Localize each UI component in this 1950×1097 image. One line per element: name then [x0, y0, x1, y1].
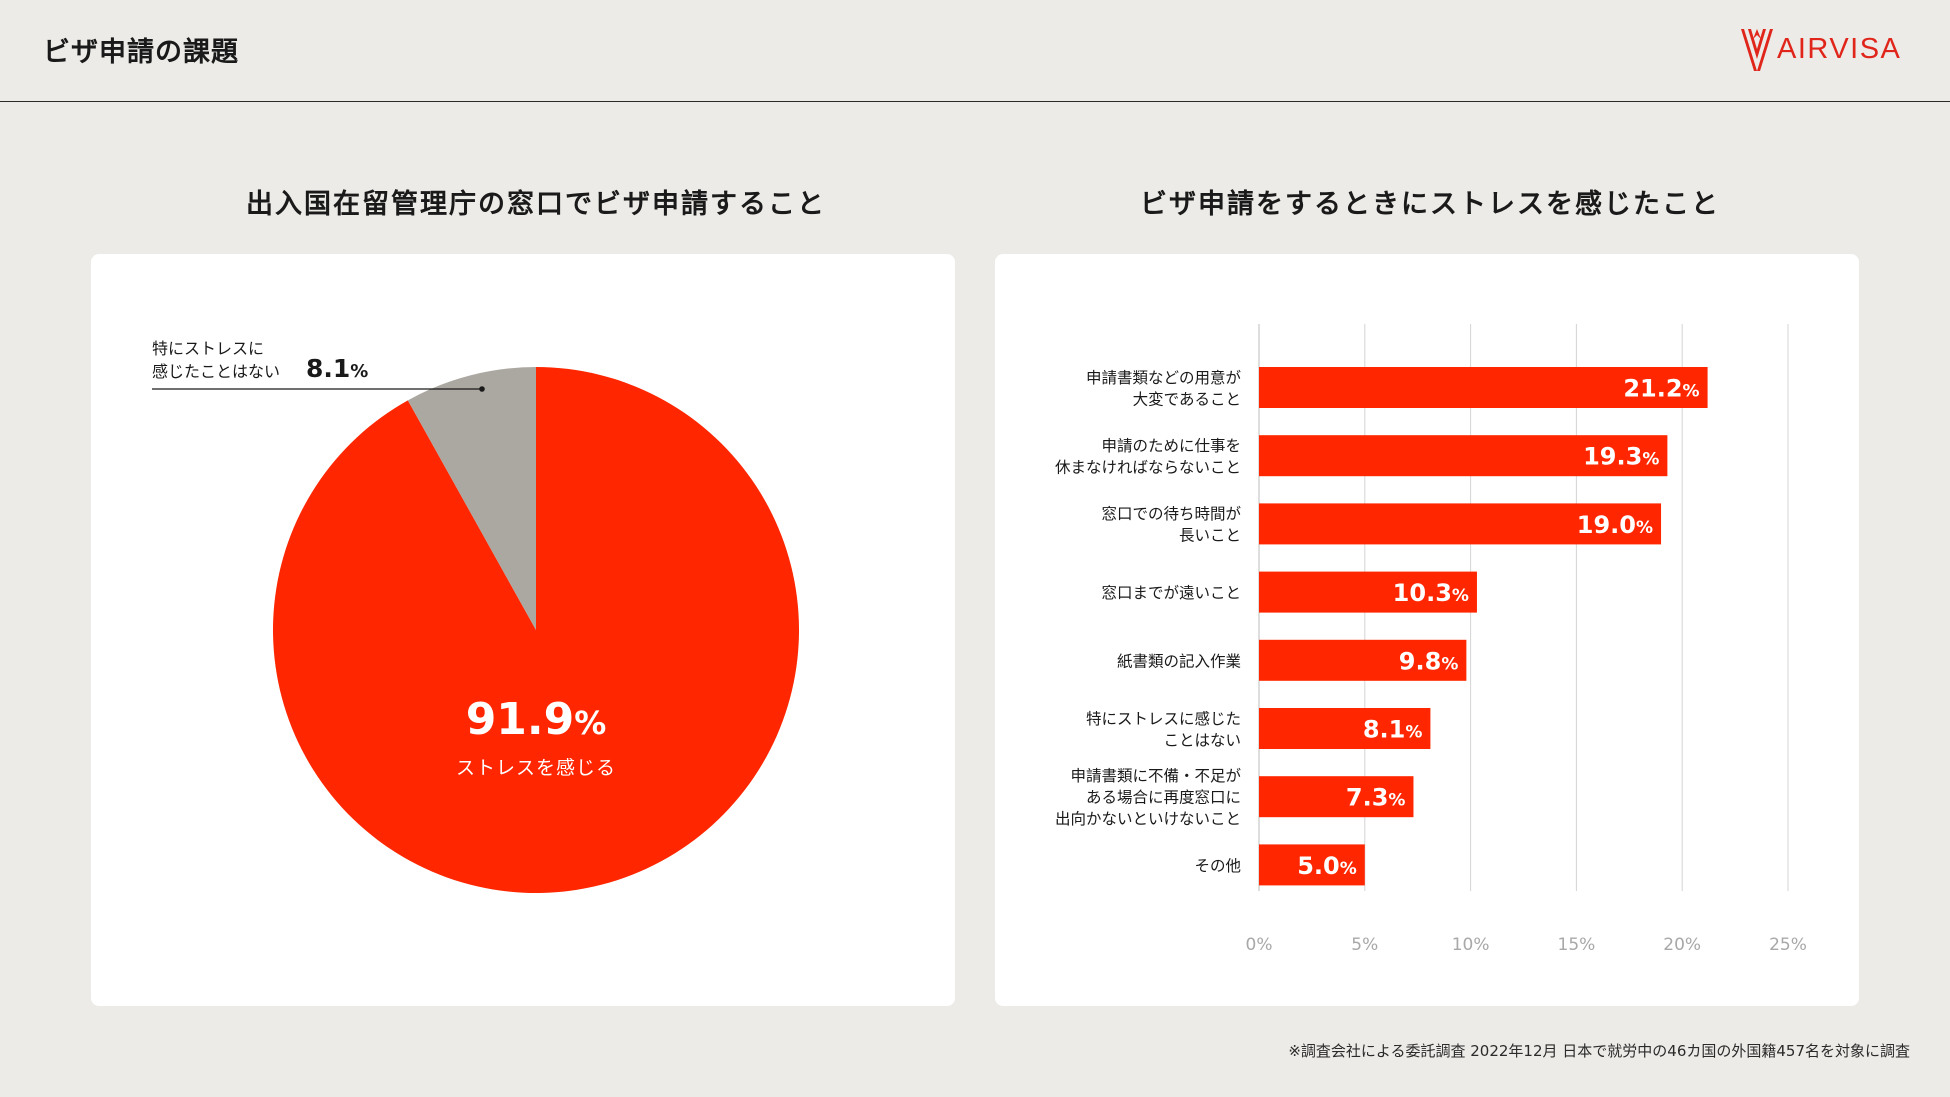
- bar-chart-panel: 0% 5% 10% 15% 20% 25% 21.2% 申請書類などの用意が大変であること 19…: [995, 254, 1859, 1006]
- bar: [1259, 435, 1668, 477]
- bar-x-tick-label: 25%: [1769, 935, 1807, 955]
- pie-callout-dot: [479, 386, 485, 392]
- header-bar: ビザ申請の課題 AIRVISA: [0, 0, 1950, 102]
- pie-slice-stress: [272, 367, 799, 893]
- page-title: ビザ申請の課題: [43, 37, 239, 68]
- bar-category-label: 窓口までが遠いこと: [1101, 584, 1241, 602]
- bar-category-label: ある場合に再度窓口に: [1086, 789, 1241, 807]
- bar: [1259, 844, 1365, 886]
- bar-value-label: 21.2%: [1623, 375, 1699, 403]
- logo-wordmark: AIRVISA: [1777, 32, 1902, 65]
- bar-category-label: 申請書類に不備・不足が: [1070, 767, 1241, 785]
- bar-x-tick-label: 15%: [1558, 935, 1596, 955]
- bar: [1259, 776, 1414, 818]
- pie-chart-title: 出入国在留管理庁の窓口でビザ申請すること: [246, 189, 826, 220]
- bar-value-label: 10.3%: [1393, 579, 1469, 607]
- bar-category-label: 休まなければならないこと: [1055, 458, 1241, 476]
- bar-category-label: 窓口での待ち時間が: [1101, 505, 1241, 523]
- bar-value-label: 19.3%: [1583, 443, 1659, 471]
- bar: [1259, 571, 1477, 613]
- pie-slice-no-stress: [407, 367, 536, 630]
- bar-category-label: ことはない: [1163, 731, 1241, 749]
- bar-x-tick-label: 10%: [1452, 935, 1490, 955]
- bar: [1259, 639, 1467, 681]
- bar: [1259, 367, 1708, 408]
- bar-category-label: 長いこと: [1179, 527, 1241, 545]
- bar-value-label: 19.0%: [1577, 511, 1653, 539]
- pie-value-label-no-stress: 8.1%: [306, 354, 368, 383]
- bar: [1259, 503, 1662, 545]
- bar-value-label: 7.3%: [1346, 784, 1406, 812]
- survey-footnote: ※調査会社による委託調査 2022年12月 日本で就労中の46カ国の外国籍457…: [1288, 1042, 1910, 1060]
- pie-category-label-no-stress-line: 感じたことはない: [152, 362, 280, 381]
- bar-category-label: 紙書類の記入作業: [1117, 652, 1241, 670]
- bar-x-tick-label: 5%: [1351, 935, 1378, 955]
- bar-chart-title: ビザ申請をするときにストレスを感じたこと: [1140, 189, 1720, 220]
- pie-value-label-stress: 91.9%: [466, 694, 607, 745]
- bar-category-label: 特にストレスに感じた: [1086, 710, 1241, 728]
- bar: [1259, 708, 1431, 749]
- bar-value-label: 9.8%: [1399, 647, 1459, 675]
- pie-category-label-stress: ストレスを感じる: [456, 757, 616, 779]
- airvisa-v-mark-icon: [1741, 29, 1773, 71]
- pie-chart-panel: 91.9% ストレスを感じる 特にストレスに 感じたことはない 8.1%: [91, 254, 955, 1006]
- brand-logo: AIRVISA: [1740, 24, 1910, 74]
- bar-category-label: 申請のために仕事を: [1101, 437, 1241, 455]
- bar-x-tick-label: 0%: [1246, 935, 1273, 955]
- pie-category-label-no-stress-line: 特にストレスに: [152, 339, 264, 358]
- bar-category-label: 申請書類などの用意が: [1086, 368, 1242, 387]
- bar-x-tick-label: 20%: [1663, 935, 1701, 955]
- bar-category-label: 出向かないといけないこと: [1055, 810, 1241, 828]
- bar-value-label: 5.0%: [1297, 852, 1357, 880]
- bar-value-label: 8.1%: [1363, 716, 1423, 744]
- bar-category-label: その他: [1194, 857, 1241, 875]
- bar-category-label: 大変であること: [1133, 390, 1241, 408]
